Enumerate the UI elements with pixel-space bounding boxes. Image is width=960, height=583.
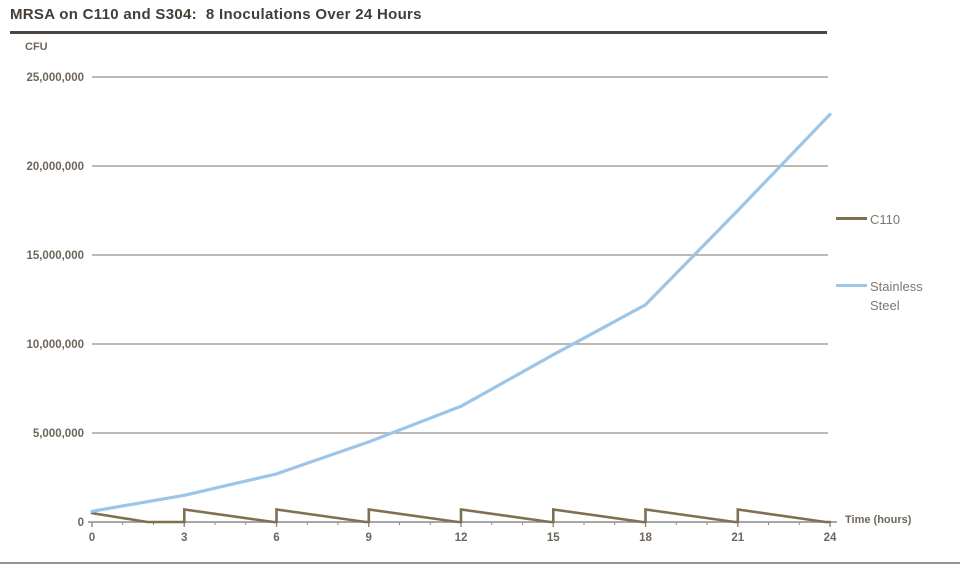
y-axis-unit-label: CFU [25, 41, 48, 53]
y-tick-label: 10,000,000 [26, 339, 84, 351]
legend-label-stainless-steel: Stainless Steel [870, 279, 923, 313]
y-tick-label: 0 [78, 517, 84, 529]
x-tick-label: 3 [181, 532, 187, 544]
x-tick-label: 21 [731, 532, 744, 544]
y-tick-label: 25,000,000 [26, 72, 84, 84]
y-tick-label: 15,000,000 [26, 250, 84, 262]
legend-swatch-stainless-steel [836, 284, 867, 287]
x-tick-label: 9 [366, 532, 372, 544]
x-tick-label: 24 [824, 532, 837, 544]
bottom-divider [0, 562, 960, 564]
series-line-stainless-steel [90, 112, 832, 513]
x-tick-label: 12 [455, 532, 468, 544]
y-tick-label: 5,000,000 [33, 428, 84, 440]
legend-swatch-c110 [836, 217, 867, 220]
x-tick-label: 18 [639, 532, 652, 544]
legend-item-stainless-steel: Stainless Steel [836, 277, 948, 315]
x-tick-label: 0 [89, 532, 95, 544]
title-underline [10, 31, 827, 34]
x-axis-unit-label: Time (hours) [845, 514, 912, 526]
x-tick-label: 15 [547, 532, 560, 544]
chart-title: MRSA on C110 and S304: 8 Inoculations Ov… [10, 6, 422, 23]
legend-item-c110: C110 [836, 210, 948, 229]
series-line-c110 [90, 508, 832, 524]
legend-label-c110: C110 [870, 212, 901, 227]
x-tick-label: 6 [273, 532, 279, 544]
y-tick-label: 20,000,000 [26, 161, 84, 173]
